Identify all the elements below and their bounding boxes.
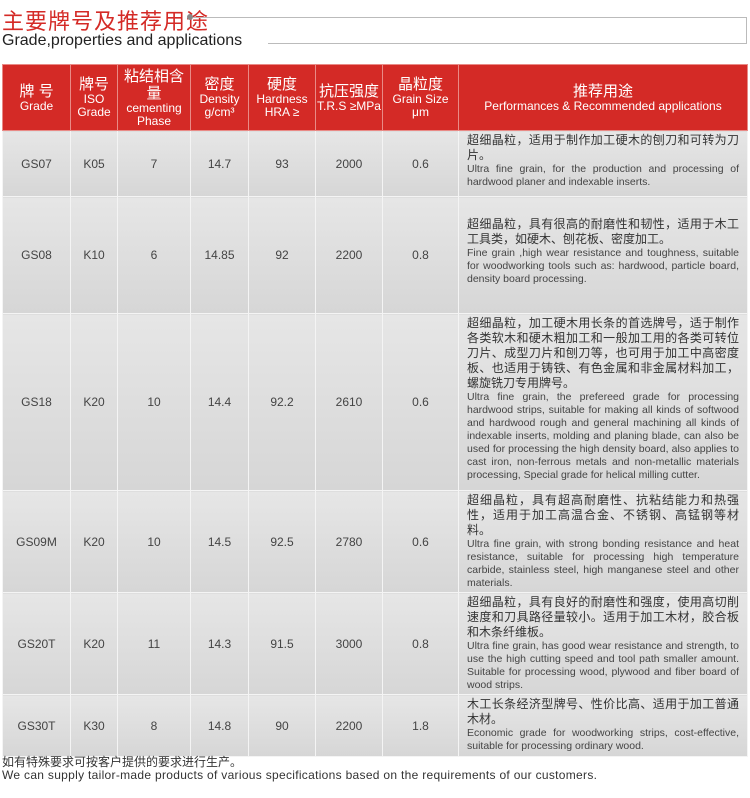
page-title-cn: 主要牌号及推荐用途 [2, 9, 210, 34]
cell-phase: 6 [117, 196, 191, 314]
divider [268, 43, 747, 44]
cell-density: 14.3 [190, 592, 249, 695]
page-title-en: Grade,properties and applications [2, 32, 243, 49]
cell-phase: 8 [117, 694, 191, 757]
column-header-cn: 粘结相含量 [123, 67, 184, 102]
cell-density: 14.5 [190, 490, 249, 593]
cell-grain: 0.6 [382, 130, 459, 197]
column-header-en: ISO Grade [77, 92, 111, 119]
application-en: Ultra fine grain, with strong bonding re… [467, 538, 739, 589]
column-header-en: Grain Size μm [392, 92, 449, 119]
cell-phase: 10 [117, 490, 191, 593]
cell-application: 超细晶粒，具有良好的耐磨性和强度，使用高切削速度和刀具路径量较小。适用于加工木材… [458, 592, 748, 695]
column-header-en: Density g/cm³ [199, 92, 240, 119]
cell-iso: K10 [70, 196, 118, 314]
column-header: 推荐用途 Performances & Recommended applicati… [458, 64, 748, 131]
column-header-cn: 硬度 [266, 76, 297, 93]
column-header-cn: 牌号 [78, 76, 109, 93]
column-header-en: Performances & Recommended applications [484, 98, 722, 113]
cell-density: 14.85 [190, 196, 249, 314]
cell-grade: GS08 [2, 196, 71, 314]
cell-iso: K20 [70, 313, 118, 491]
column-header-cn: 牌 号 [19, 82, 54, 100]
cell-trs: 2780 [315, 490, 383, 593]
column-header: 抗压强度 T.R.S ≥MPa [315, 64, 383, 131]
application-cn: 超细晶粒，具有良好的耐磨性和强度，使用高切削速度和刀具路径量较小。适用于加工木材… [467, 595, 739, 639]
column-header: 牌 号 Grade [2, 64, 71, 131]
cell-hardness: 92.2 [248, 313, 316, 491]
footer-note-cn: 如有特殊要求可按客户提供的要求进行生产。 [2, 755, 243, 769]
cell-grade: GS18 [2, 313, 71, 491]
cell-phase: 11 [117, 592, 191, 695]
application-cn: 木工长条经济型牌号、性价比高、适用于加工普通木材。 [467, 697, 739, 726]
cell-grain: 0.8 [382, 592, 459, 695]
cell-density: 14.4 [190, 313, 249, 491]
cell-density: 14.8 [190, 694, 249, 757]
divider [193, 17, 746, 18]
column-header: 牌号 ISO Grade [70, 64, 118, 131]
cell-trs: 2000 [315, 130, 383, 197]
cell-iso: K30 [70, 694, 118, 757]
column-header: 粘结相含量 cementing Phase [117, 64, 191, 131]
application-cn: 超细晶粒，适用于制作加工硬木的刨刀和可转为刀片。 [467, 133, 739, 162]
cell-trs: 2610 [315, 313, 383, 491]
cell-hardness: 92 [248, 196, 316, 314]
cell-trs: 2200 [315, 196, 383, 314]
grade-table: 牌 号 Grade 牌号 ISO Grade 粘结相含量 cementing Phase 密… [2, 64, 748, 757]
cell-trs: 2200 [315, 694, 383, 757]
cell-application: 木工长条经济型牌号、性价比高、适用于加工普通木材。 Economic grade … [458, 694, 748, 757]
cell-grain: 1.8 [382, 694, 459, 757]
cell-hardness: 93 [248, 130, 316, 197]
cell-trs: 3000 [315, 592, 383, 695]
column-header-cn: 密度 [204, 76, 235, 93]
cell-grade: GS09M [2, 490, 71, 593]
column-header-en: Grade [19, 98, 54, 113]
footer-note-en: We can supply tailor-made products of va… [2, 768, 598, 782]
cell-grain: 0.6 [382, 490, 459, 593]
title-dot [187, 14, 193, 20]
application-en: Fine grain ,high wear resistance and tou… [467, 247, 739, 285]
table-row: GS20T K20 11 14.3 91.5 3000 0.8 超细晶粒，具有良好的耐磨性和强… [2, 592, 748, 695]
cell-iso: K05 [70, 130, 118, 197]
application-en: Ultra fine grain, has good wear resistan… [467, 640, 739, 691]
column-header-cn: 推荐用途 [572, 82, 633, 100]
table-row: GS30T K30 8 14.8 90 2200 1.8 木工长条经济型牌号、性价比高、适用于… [2, 694, 748, 757]
cell-hardness: 92.5 [248, 490, 316, 593]
application-en: Ultra fine grain, the prefereed grade fo… [467, 391, 739, 481]
column-header-en: cementing Phase [126, 100, 182, 128]
table-row: GS08 K10 6 14.85 92 2200 0.8 超细晶粒，具有很高的耐磨性和韧性，适… [2, 196, 748, 314]
column-header-cn: 抗压强度 [318, 82, 379, 100]
table-row: GS07 K05 7 14.7 93 2000 0.6 超细晶粒，适用于制作加工硬木的刨刀和可… [2, 130, 748, 197]
column-header-en: Hardness HRA ≥ [256, 92, 308, 119]
cell-iso: K20 [70, 592, 118, 695]
cell-grade: GS07 [2, 130, 71, 197]
cell-application: 超细晶粒，具有很高的耐磨性和韧性，适用于木工工具类，如硬木、刨花板、密度加工。 F… [458, 196, 748, 314]
cell-phase: 7 [117, 130, 191, 197]
column-header: 晶粒度 Grain Size μm [382, 64, 459, 131]
table-row: GS18 K20 10 14.4 92.2 2610 0.6 超细晶粒，加工硬木用长条的首选牌… [2, 313, 748, 491]
cell-grade: GS30T [2, 694, 71, 757]
cell-application: 超细晶粒，具有超高耐磨性、抗粘结能力和热强性，适用于加工高温合金、不锈钢、高锰钢… [458, 490, 748, 593]
column-header: 密度 Density g/cm³ [190, 64, 249, 131]
column-header: 硬度 Hardness HRA ≥ [248, 64, 316, 131]
application-en: Ultra fine grain, for the production and… [467, 163, 739, 188]
cell-application: 超细晶粒，加工硬木用长条的首选牌号，适于制作各类软木和硬木粗加工和一般加工用的各… [458, 313, 748, 491]
table-row: GS09M K20 10 14.5 92.5 2780 0.6 超细晶粒，具有超高耐磨性、抗粘… [2, 490, 748, 593]
column-header-en: T.R.S ≥MPa [317, 98, 381, 113]
cell-density: 14.7 [190, 130, 249, 197]
cell-grade: GS20T [2, 592, 71, 695]
cell-grain: 0.6 [382, 313, 459, 491]
cell-grain: 0.8 [382, 196, 459, 314]
cell-phase: 10 [117, 313, 191, 491]
cell-iso: K20 [70, 490, 118, 593]
divider [746, 17, 747, 44]
cell-hardness: 90 [248, 694, 316, 757]
column-header-cn: 晶粒度 [397, 76, 443, 93]
cell-application: 超细晶粒，适用于制作加工硬木的刨刀和可转为刀片。 Ultra fine grain… [458, 130, 748, 197]
application-cn: 超细晶粒，具有超高耐磨性、抗粘结能力和热强性，适用于加工高温合金、不锈钢、高锰钢… [467, 493, 739, 537]
cell-hardness: 91.5 [248, 592, 316, 695]
application-cn: 超细晶粒，具有很高的耐磨性和韧性，适用于木工工具类，如硬木、刨花板、密度加工。 [467, 217, 739, 246]
application-en: Economic grade for woodworking strips, c… [467, 727, 739, 752]
application-cn: 超细晶粒，加工硬木用长条的首选牌号，适于制作各类软木和硬木粗加工和一般加工用的各… [467, 316, 739, 390]
